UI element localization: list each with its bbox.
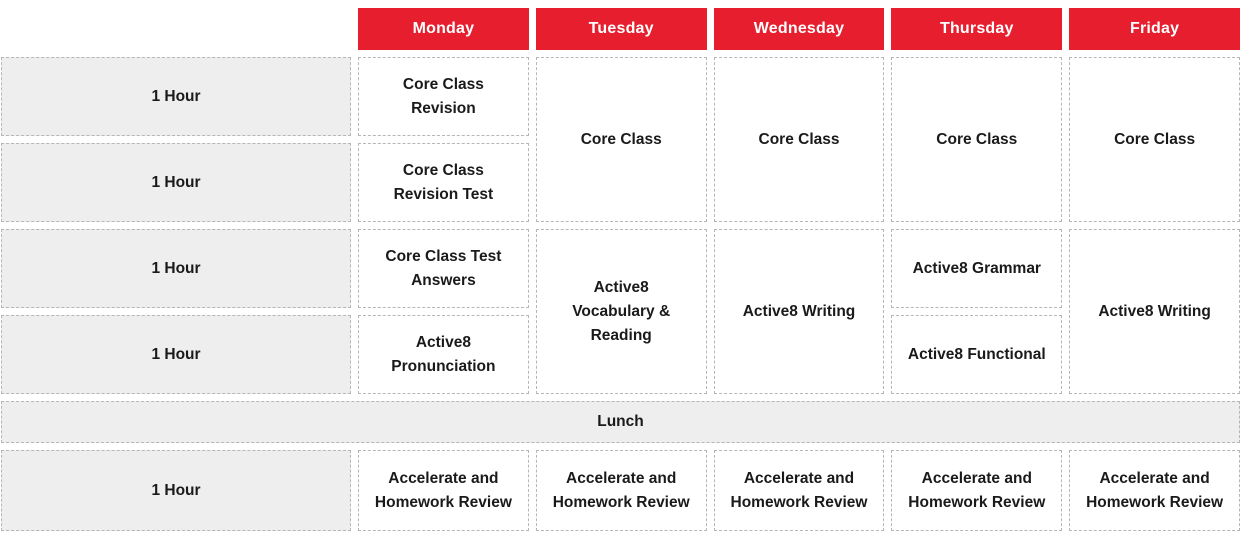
- hour-label-1: 1 Hour: [1, 57, 351, 136]
- friday-slot-core-class: Core Class: [1069, 57, 1240, 222]
- monday-slot-core-class-test-answers: Core Class Test Answers: [358, 229, 529, 308]
- day-header-thursday: Thursday: [891, 8, 1063, 50]
- monday-slot-core-class-revision: Core Class Revision: [358, 57, 529, 136]
- weekly-timetable: Monday Tuesday Wednesday Thursday Friday…: [1, 8, 1240, 531]
- thursday-slot-active8-functional: Active8 Functional: [891, 315, 1063, 394]
- hour-label-5: 1 Hour: [1, 450, 351, 531]
- day-header-tuesday: Tuesday: [535, 8, 707, 50]
- tuesday-slot-accelerate-homework: Accelerate and Homework Review: [535, 450, 707, 531]
- tuesday-slot-core-class: Core Class: [535, 57, 707, 222]
- monday-slot-accelerate-homework: Accelerate and Homework Review: [358, 450, 529, 531]
- wednesday-slot-accelerate-homework: Accelerate and Homework Review: [713, 450, 885, 531]
- friday-slot-accelerate-homework: Accelerate and Homework Review: [1069, 450, 1240, 531]
- monday-slot-core-class-revision-test: Core Class Revision Test: [358, 143, 529, 222]
- thursday-slot-core-class: Core Class: [891, 57, 1063, 222]
- lunch-row: Lunch: [1, 401, 1240, 443]
- day-header-wednesday: Wednesday: [713, 8, 885, 50]
- hour-label-3: 1 Hour: [1, 229, 351, 308]
- day-header-friday: Friday: [1069, 8, 1240, 50]
- thursday-slot-accelerate-homework: Accelerate and Homework Review: [891, 450, 1063, 531]
- monday-slot-active8-pronunciation: Active8 Pronunciation: [358, 315, 529, 394]
- wednesday-slot-core-class: Core Class: [713, 57, 885, 222]
- friday-slot-active8-writing: Active8 Writing: [1069, 229, 1240, 394]
- day-header-monday: Monday: [358, 8, 529, 50]
- hour-label-4: 1 Hour: [1, 315, 351, 394]
- thursday-slot-active8-grammar: Active8 Grammar: [891, 229, 1063, 308]
- hour-label-2: 1 Hour: [1, 143, 351, 222]
- tuesday-slot-active8-vocabulary-reading: Active8 Vocabulary & Reading: [535, 229, 707, 394]
- wednesday-slot-active8-writing: Active8 Writing: [713, 229, 885, 394]
